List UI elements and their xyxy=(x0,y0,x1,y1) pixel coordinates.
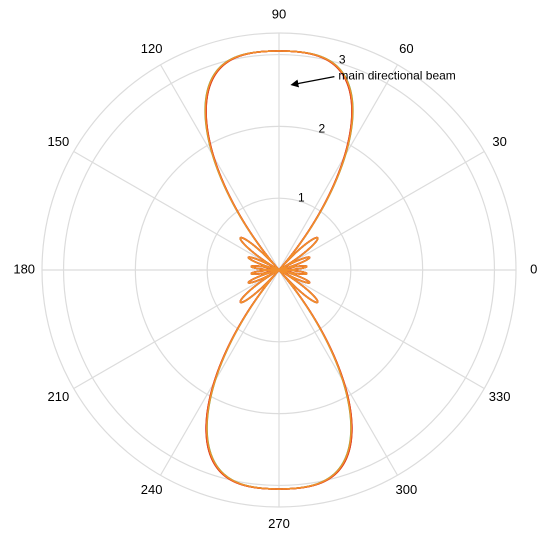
angle-tick-label-270: 270 xyxy=(268,516,290,531)
angle-tick-label-120: 120 xyxy=(141,41,163,56)
spoke-300 xyxy=(278,269,399,476)
spoke-210 xyxy=(73,269,280,390)
grid-circle-3 xyxy=(62,53,496,487)
angle-tick-label-150: 150 xyxy=(48,134,70,149)
spoke-240 xyxy=(159,269,280,476)
spoke-30 xyxy=(278,150,485,271)
spoke-60 xyxy=(278,64,399,271)
grid-circle-2 xyxy=(134,125,424,415)
angle-tick-label-330: 330 xyxy=(489,389,511,404)
annotation-arrow xyxy=(290,76,335,88)
angle-tick-label-240: 240 xyxy=(141,482,163,497)
axis-labels: 0 30 60 90 120 150 180 210 240 270 300 330 1 2 3 xyxy=(13,7,537,532)
outer-circle xyxy=(41,32,517,508)
spoke-150 xyxy=(73,150,280,271)
spoke-330 xyxy=(278,269,485,390)
angle-tick-label-0: 0 xyxy=(530,261,537,276)
angle-tick-label-180: 180 xyxy=(13,261,35,276)
annotation-label: main directional beam xyxy=(338,69,455,83)
grid-circle-1 xyxy=(206,197,352,343)
angle-tick-label-90: 90 xyxy=(272,7,286,22)
annotation: main directional beam xyxy=(290,69,456,88)
beam-series xyxy=(204,50,354,490)
spoke-120 xyxy=(159,64,280,271)
angle-tick-label-300: 300 xyxy=(396,482,418,497)
angle-tick-label-210: 210 xyxy=(48,389,70,404)
polar-grid xyxy=(41,32,517,508)
radial-tick-label-2: 2 xyxy=(318,121,325,135)
radial-tick-label-3: 3 xyxy=(339,53,346,67)
angle-tick-label-30: 30 xyxy=(492,134,506,149)
beam-series-6 xyxy=(204,50,354,490)
angle-tick-label-60: 60 xyxy=(399,41,413,56)
radial-tick-label-1: 1 xyxy=(298,190,305,204)
